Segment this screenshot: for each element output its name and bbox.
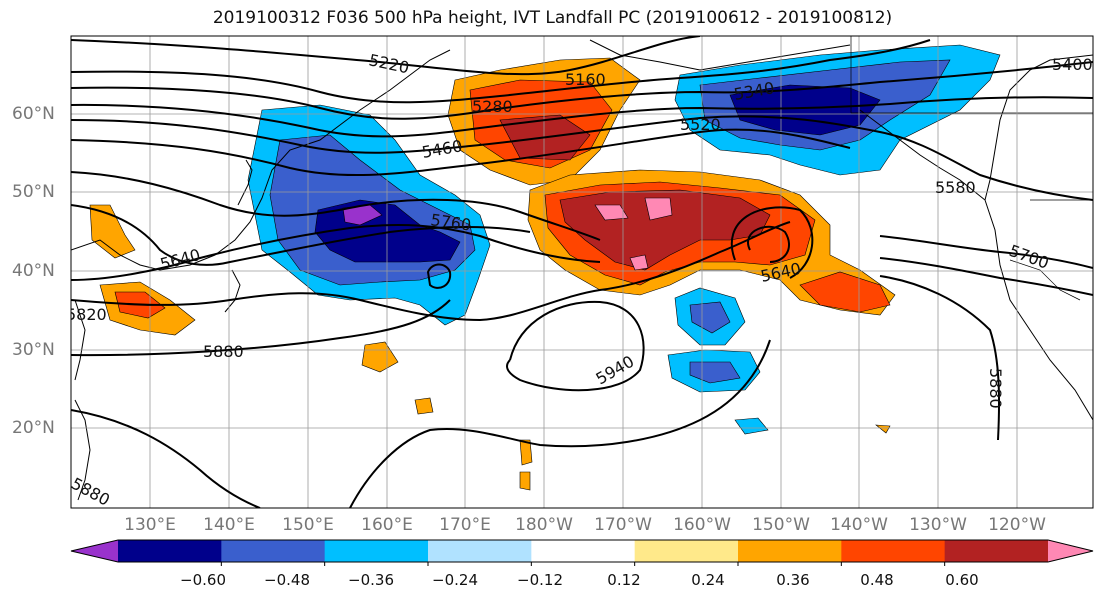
- contour-label: 5880: [203, 342, 244, 361]
- lon-label: 180°W: [515, 515, 573, 535]
- lon-label: 160°E: [361, 515, 413, 535]
- lon-label: 160°W: [673, 515, 731, 535]
- lon-label: 170°W: [594, 515, 652, 535]
- colorbar-segment: [531, 540, 636, 562]
- lon-label: 170°E: [439, 515, 491, 535]
- lon-label: 120°W: [988, 515, 1046, 535]
- colorbar-tick-label: 0.48: [860, 571, 894, 589]
- colorbar-tick-label: −0.48: [264, 571, 310, 589]
- lon-label: 150°W: [752, 515, 810, 535]
- colorbar-tick-label: 0.24: [691, 571, 725, 589]
- contour-label: 5280: [472, 97, 513, 116]
- map-frame: [70, 35, 1094, 509]
- lon-label: 140°W: [830, 515, 888, 535]
- height-contours: [71, 36, 1093, 508]
- lat-label: 20°N: [12, 418, 55, 438]
- lat-label: 50°N: [12, 182, 55, 202]
- colorbar-segment: [324, 540, 429, 562]
- contour-label: 5520: [680, 115, 721, 134]
- colorbar-segment: [428, 540, 532, 562]
- lon-label: 140°E: [203, 515, 255, 535]
- colorbar-tick-label: 0.12: [607, 571, 641, 589]
- colorbar-tick-label: 0.36: [776, 571, 810, 589]
- graticule: [71, 36, 1093, 508]
- colorbar-extend-max: [1048, 540, 1093, 562]
- colorbar-segment: [841, 540, 946, 562]
- coastlines: [71, 39, 1093, 501]
- contour-label: 5400: [1052, 55, 1093, 74]
- map-title: 2019100312 F036 500 hPa height, IVT Land…: [212, 8, 893, 28]
- colorbar-tick-label: −0.24: [432, 571, 478, 589]
- lat-label: 30°N: [12, 340, 55, 360]
- colorbar-extend-min: [71, 540, 118, 562]
- lon-label: 150°E: [282, 515, 334, 535]
- colorbar-segment: [738, 540, 842, 562]
- colorbar-tick-label: −0.60: [180, 571, 226, 589]
- colorbar-tick-label: 0.60: [945, 571, 979, 589]
- colorbar-tick-label: −0.36: [348, 571, 394, 589]
- lat-label: 40°N: [12, 261, 55, 281]
- contour-label: 5160: [565, 70, 606, 89]
- borders: [850, 36, 1093, 301]
- colorbar-segment: [944, 540, 1049, 562]
- ivt-anomaly-fill: [89, 44, 1001, 491]
- contour-label: 5820: [66, 305, 107, 324]
- colorbar-segment: [118, 540, 222, 562]
- colorbar-segment: [221, 540, 326, 562]
- contour-label: 5580: [935, 178, 976, 197]
- colorbar-tick-label: −0.12: [517, 571, 563, 589]
- colorbar-outline: [70, 539, 1094, 563]
- colorbar-segment: [634, 540, 739, 562]
- lon-label: 130°W: [909, 515, 967, 535]
- lon-label: 130°E: [124, 515, 176, 535]
- contour-label: 5880: [986, 368, 1005, 409]
- lat-label: 60°N: [12, 104, 55, 124]
